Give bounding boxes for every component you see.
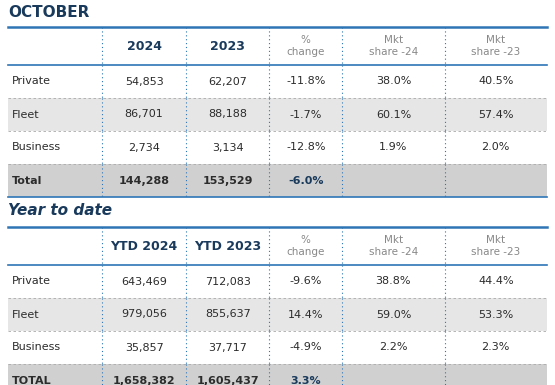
- Text: Private: Private: [12, 77, 51, 87]
- Text: YTD 2023: YTD 2023: [194, 239, 261, 253]
- Text: -12.8%: -12.8%: [286, 142, 326, 152]
- Text: -11.8%: -11.8%: [286, 77, 325, 87]
- Text: 44.4%: 44.4%: [478, 276, 513, 286]
- Text: Fleet: Fleet: [12, 109, 39, 119]
- Bar: [8, 298, 547, 331]
- Text: -6.0%: -6.0%: [288, 176, 324, 186]
- Text: 979,056: 979,056: [121, 310, 167, 320]
- Bar: [8, 98, 547, 131]
- Text: 38.8%: 38.8%: [376, 276, 411, 286]
- Text: 38.0%: 38.0%: [376, 77, 411, 87]
- Text: 1,658,382: 1,658,382: [113, 375, 175, 385]
- Text: 35,857: 35,857: [125, 343, 164, 353]
- Text: 3,134: 3,134: [212, 142, 244, 152]
- Text: OCTOBER: OCTOBER: [8, 5, 89, 20]
- Text: 37,717: 37,717: [208, 343, 247, 353]
- Text: 59.0%: 59.0%: [376, 310, 411, 320]
- Text: Business: Business: [12, 343, 61, 353]
- Bar: [8, 331, 547, 364]
- Text: 53.3%: 53.3%: [478, 310, 513, 320]
- Text: Year to date: Year to date: [8, 203, 112, 218]
- Text: 2.3%: 2.3%: [482, 343, 510, 353]
- Text: 144,288: 144,288: [119, 176, 170, 186]
- Text: 57.4%: 57.4%: [478, 109, 513, 119]
- Text: 855,637: 855,637: [205, 310, 250, 320]
- Bar: [8, 131, 547, 164]
- Text: 3.3%: 3.3%: [290, 375, 321, 385]
- Text: YTD 2024: YTD 2024: [110, 239, 178, 253]
- Bar: [8, 265, 547, 298]
- Bar: [8, 65, 547, 98]
- Text: Mkt
share -24: Mkt share -24: [369, 235, 418, 257]
- Text: Mkt
share -23: Mkt share -23: [471, 235, 521, 257]
- Text: TOTAL: TOTAL: [12, 375, 52, 385]
- Text: 153,529: 153,529: [203, 176, 253, 186]
- Text: 40.5%: 40.5%: [478, 77, 513, 87]
- Text: 14.4%: 14.4%: [288, 310, 324, 320]
- Text: 2.0%: 2.0%: [482, 142, 510, 152]
- Text: Mkt
share -23: Mkt share -23: [471, 35, 521, 57]
- Text: Private: Private: [12, 276, 51, 286]
- Text: 2024: 2024: [127, 40, 162, 52]
- Text: 62,207: 62,207: [208, 77, 247, 87]
- Bar: [8, 164, 547, 197]
- Text: 2.2%: 2.2%: [379, 343, 407, 353]
- Text: 712,083: 712,083: [205, 276, 250, 286]
- Text: Fleet: Fleet: [12, 310, 39, 320]
- Text: 1,605,437: 1,605,437: [196, 375, 259, 385]
- Text: Business: Business: [12, 142, 61, 152]
- Text: -9.6%: -9.6%: [290, 276, 322, 286]
- Text: %
change: % change: [286, 235, 325, 257]
- Text: -4.9%: -4.9%: [290, 343, 322, 353]
- Text: Mkt
share -24: Mkt share -24: [369, 35, 418, 57]
- Text: 54,853: 54,853: [125, 77, 164, 87]
- Text: 2023: 2023: [210, 40, 245, 52]
- Text: %
change: % change: [286, 35, 325, 57]
- Text: -1.7%: -1.7%: [290, 109, 322, 119]
- Text: 86,701: 86,701: [125, 109, 164, 119]
- Text: 643,469: 643,469: [121, 276, 167, 286]
- Text: 60.1%: 60.1%: [376, 109, 411, 119]
- Text: 88,188: 88,188: [208, 109, 247, 119]
- Text: Total: Total: [12, 176, 42, 186]
- Text: 2,734: 2,734: [128, 142, 160, 152]
- Bar: [8, 364, 547, 385]
- Text: 1.9%: 1.9%: [379, 142, 407, 152]
